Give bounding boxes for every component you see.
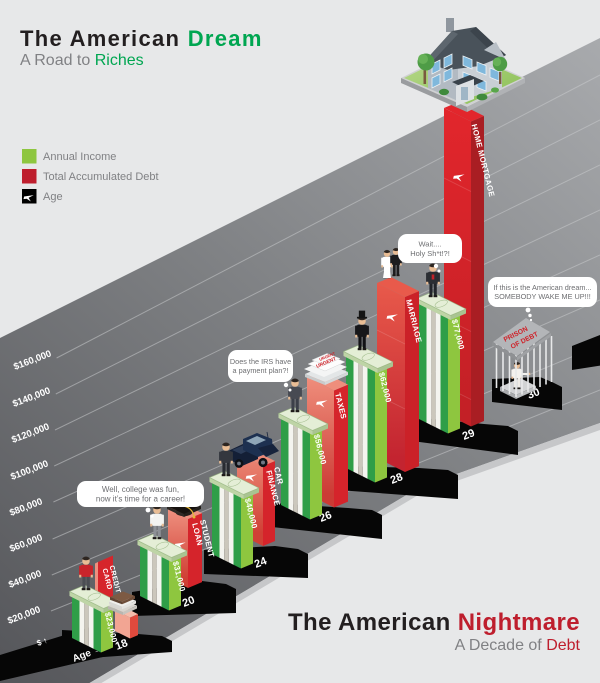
svg-text:Annual Income: Annual Income [43,151,116,163]
svg-text:A Decade of Debt: A Decade of Debt [455,637,581,654]
svg-text:24: 24 [253,555,270,571]
svg-text:28: 28 [389,471,405,487]
svg-text:29: 29 [461,427,477,443]
svg-text:$ ↑: $ ↑ [35,636,48,648]
svg-text:Holy Sh*t!?!: Holy Sh*t!?! [410,249,450,258]
svg-text:If this is the American dream.: If this is the American dream... [493,283,591,292]
svg-text:Well, college was fun,: Well, college was fun, [102,485,179,494]
svg-text:URGENT: URGENT [318,351,336,362]
svg-text:Age: Age [43,191,63,203]
svg-text:A Road to Riches: A Road to Riches [20,52,144,69]
svg-text:18: 18 [114,637,130,653]
svg-text:now it’s time for a career!: now it’s time for a career! [96,495,185,504]
svg-text:Does the IRS have: Does the IRS have [230,357,291,366]
svg-text:The American Dream: The American Dream [20,26,263,51]
svg-text:Wait....: Wait.... [418,240,441,249]
svg-text:Total Accumulated Debt: Total Accumulated Debt [43,171,159,183]
svg-text:20: 20 [181,594,197,610]
svg-text:SOMEBODY WAKE ME UP!!!: SOMEBODY WAKE ME UP!!! [494,292,591,301]
svg-text:CAR: CAR [272,466,285,485]
svg-text:a payment plan?!: a payment plan?! [233,366,289,375]
svg-text:The American Nightmare: The American Nightmare [288,609,580,636]
